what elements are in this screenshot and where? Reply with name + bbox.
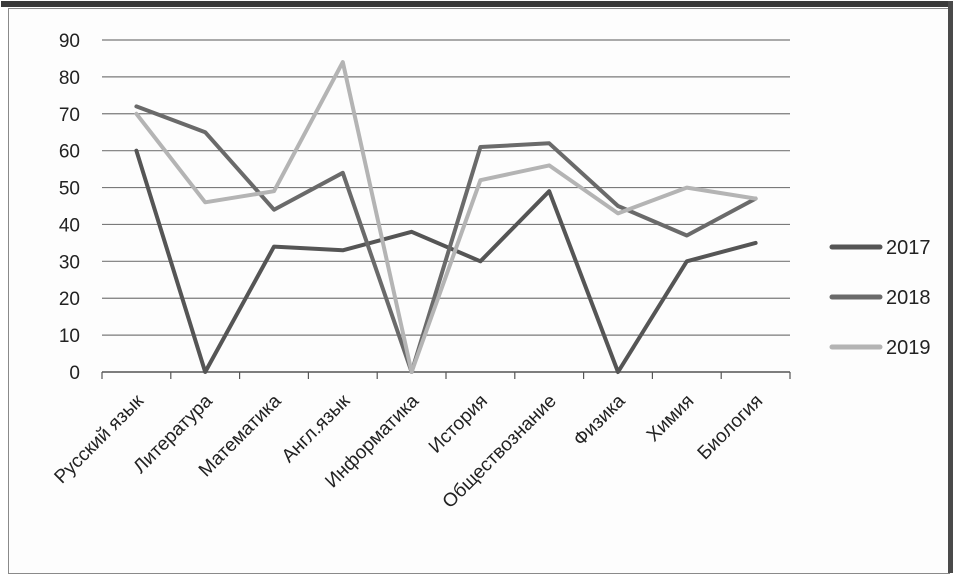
legend-label: 2019: [886, 337, 931, 359]
series-line-2017: [134, 148, 758, 374]
y-tick-label: 20: [59, 289, 80, 310]
x-category-label: Обществознание: [439, 391, 561, 513]
legend-label: 2018: [886, 287, 931, 309]
x-category-label: Химия: [643, 391, 698, 446]
y-tick-label: 70: [59, 105, 80, 126]
x-category-label: История: [425, 391, 492, 458]
y-tick-label: 40: [59, 215, 80, 236]
series-line-2018: [134, 104, 758, 374]
series-line-2019: [134, 60, 758, 374]
x-category-label: Биология: [694, 391, 767, 464]
y-tick-label: 90: [59, 31, 80, 52]
y-tick-label: 50: [59, 179, 80, 200]
x-category-label: Физика: [570, 390, 630, 450]
y-tick-label: 10: [59, 326, 80, 347]
legend-label: 2017: [886, 237, 931, 259]
y-tick-label: 80: [59, 68, 80, 89]
y-tick-label: 60: [59, 142, 80, 163]
y-tick-label: 30: [59, 252, 80, 273]
x-category-label: Русский язык: [51, 390, 149, 488]
y-tick-label: 0: [69, 363, 80, 384]
